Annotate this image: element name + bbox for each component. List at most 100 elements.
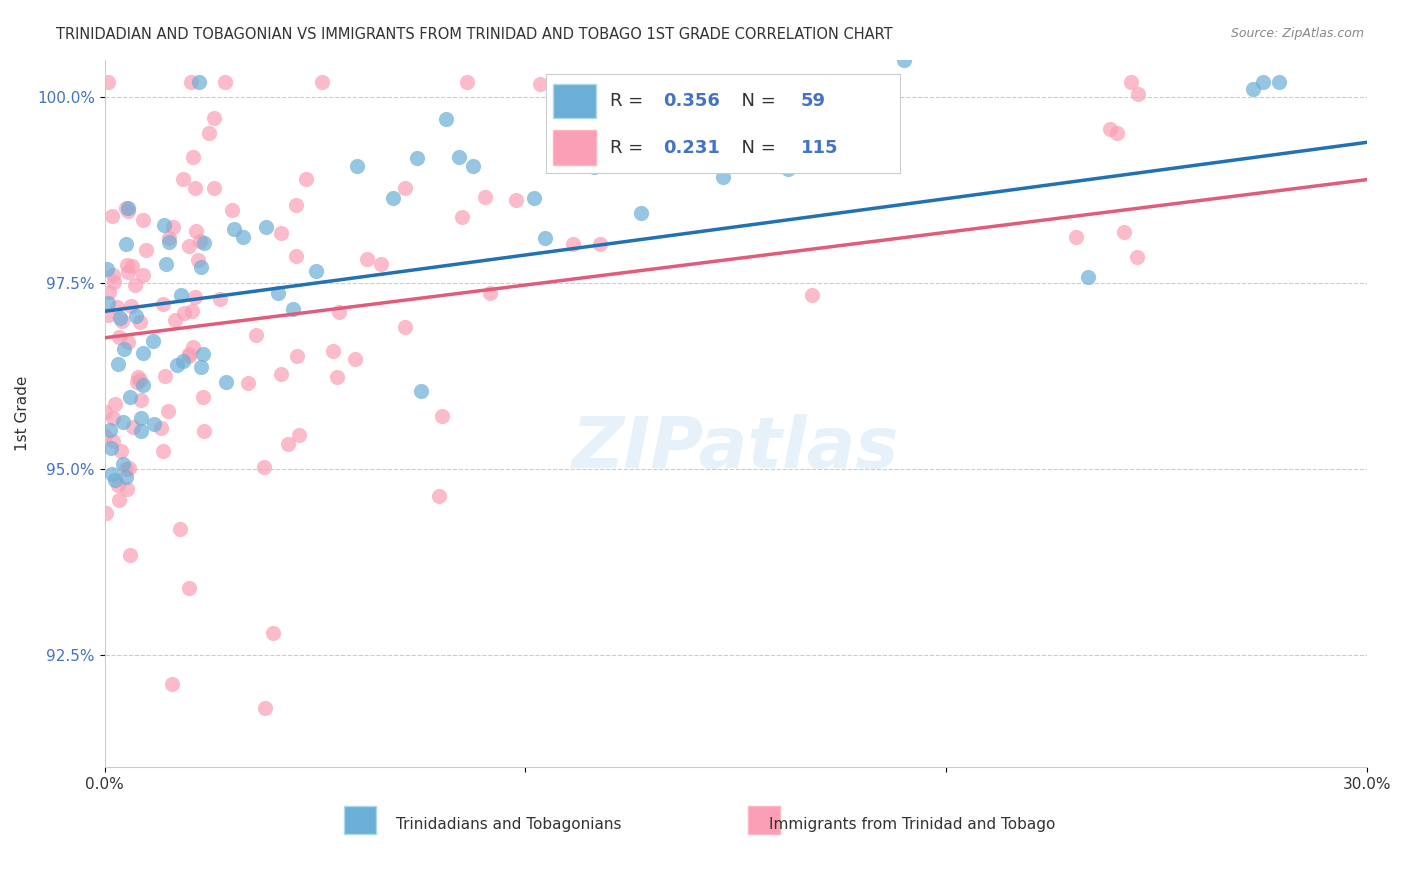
Point [711, 170, 734, 185]
Point [98, 285, 121, 300]
Point [1064, 229, 1087, 244]
Point [394, 319, 416, 334]
Point [152, 444, 174, 458]
Point [190, 260, 212, 274]
Point [101, 210, 124, 224]
Text: Immigrants from Trinidad and Tobago: Immigrants from Trinidad and Tobago [769, 817, 1056, 831]
Point [479, 286, 502, 301]
Point [193, 424, 215, 438]
Point [893, 53, 915, 67]
Point [118, 461, 141, 475]
Text: ZIPatlas: ZIPatlas [572, 414, 900, 483]
Point [180, 304, 202, 318]
Point [172, 354, 194, 368]
Point [193, 390, 215, 404]
Point [449, 150, 471, 164]
Point [177, 582, 200, 596]
Point [181, 151, 204, 165]
Point [97, 75, 120, 89]
Point [132, 268, 155, 282]
Point [209, 293, 232, 307]
Point [582, 160, 605, 174]
Point [122, 420, 145, 434]
Point [157, 230, 180, 244]
Point [832, 114, 855, 128]
Point [356, 252, 378, 266]
Point [430, 409, 453, 423]
Point [101, 434, 124, 449]
Point [117, 204, 139, 219]
Point [169, 288, 191, 302]
Point [270, 367, 292, 381]
Point [221, 202, 243, 217]
Point [262, 626, 284, 640]
Point [344, 351, 367, 366]
Point [94, 405, 117, 419]
Point [1251, 75, 1274, 89]
Point [188, 75, 211, 89]
Point [115, 462, 138, 476]
Point [117, 259, 139, 273]
Point [94, 429, 117, 443]
Point [103, 275, 125, 289]
Point [125, 310, 148, 324]
Point [285, 349, 308, 363]
Point [117, 202, 139, 216]
Y-axis label: 1st Grade: 1st Grade [15, 376, 30, 451]
Point [188, 234, 211, 248]
Point [1107, 126, 1129, 140]
Point [287, 428, 309, 442]
Text: TRINIDADIAN AND TOBAGONIAN VS IMMIGRANTS FROM TRINIDAD AND TOBAGO 1ST GRADE CORR: TRINIDADIAN AND TOBAGONIAN VS IMMIGRANTS… [56, 27, 893, 42]
Point [100, 467, 122, 481]
Point [285, 249, 308, 263]
Point [253, 460, 276, 475]
Text: Source: ZipAtlas.com: Source: ZipAtlas.com [1230, 27, 1364, 40]
Point [326, 369, 349, 384]
Point [346, 159, 368, 173]
Point [562, 236, 585, 251]
Point [305, 263, 328, 277]
Point [183, 340, 205, 354]
Point [177, 350, 200, 364]
Text: Trinidadians and Tobagonians: Trinidadians and Tobagonians [395, 817, 621, 831]
Point [128, 315, 150, 329]
Point [135, 244, 157, 258]
Point [107, 357, 129, 371]
Point [214, 75, 236, 89]
Point [107, 477, 129, 491]
Point [160, 677, 183, 691]
FancyBboxPatch shape [344, 806, 375, 834]
Point [198, 127, 221, 141]
Point [370, 257, 392, 271]
FancyBboxPatch shape [748, 806, 780, 834]
Point [1267, 75, 1289, 89]
Point [394, 181, 416, 195]
Point [434, 112, 457, 127]
Point [112, 342, 135, 356]
Point [1077, 269, 1099, 284]
Point [776, 162, 799, 177]
Point [108, 330, 131, 344]
Point [100, 442, 122, 456]
Point [285, 198, 308, 212]
Point [186, 224, 208, 238]
Point [253, 700, 276, 714]
Point [105, 300, 128, 314]
Point [162, 219, 184, 234]
Point [118, 548, 141, 562]
Point [322, 343, 344, 358]
Point [190, 360, 212, 375]
Point [98, 423, 121, 437]
Point [411, 384, 433, 398]
Point [121, 259, 143, 273]
Point [172, 171, 194, 186]
Point [127, 375, 149, 389]
Point [187, 253, 209, 268]
Point [180, 75, 202, 89]
Point [153, 368, 176, 383]
Point [118, 390, 141, 404]
Point [202, 181, 225, 195]
Point [97, 296, 120, 310]
Point [191, 347, 214, 361]
Point [96, 261, 118, 276]
